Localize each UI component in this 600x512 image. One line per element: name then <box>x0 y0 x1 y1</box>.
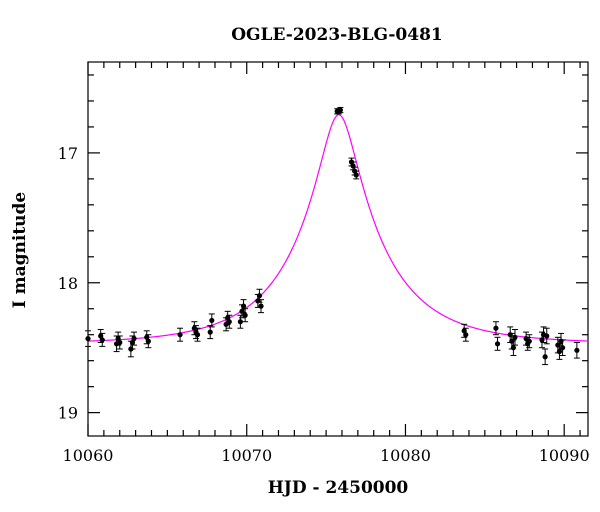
point-marker <box>463 332 469 338</box>
point-marker <box>237 319 243 325</box>
data-point <box>208 313 215 328</box>
point-marker <box>207 329 213 335</box>
point-marker <box>544 333 550 339</box>
data-point <box>99 332 106 347</box>
plot-area <box>85 61 589 437</box>
plot-frame <box>87 61 589 437</box>
data-point <box>462 327 469 342</box>
data-points-layer <box>85 106 580 366</box>
data-point <box>494 336 501 351</box>
point-marker <box>542 354 548 360</box>
point-marker <box>242 312 248 318</box>
data-point <box>353 170 360 180</box>
data-point <box>145 334 152 349</box>
y-tick-label: 18 <box>58 274 78 293</box>
model-curve-layer <box>87 114 589 342</box>
y-tick-label: 19 <box>58 404 78 423</box>
y-axis-label: I magnitude <box>10 192 30 309</box>
point-marker <box>556 348 563 355</box>
point-marker <box>512 334 518 340</box>
point-marker <box>493 325 499 331</box>
point-marker <box>177 332 183 338</box>
data-point <box>492 321 499 336</box>
point-marker <box>574 347 580 353</box>
point-marker <box>494 341 501 347</box>
point-marker <box>117 339 123 346</box>
point-marker <box>353 172 359 178</box>
data-point <box>573 342 580 359</box>
data-point <box>559 339 566 356</box>
point-marker <box>560 345 566 351</box>
data-point <box>194 327 201 342</box>
x-tick-label: 10060 <box>63 446 114 465</box>
model-curve <box>87 114 589 342</box>
point-marker <box>85 336 91 342</box>
point-marker <box>526 338 532 344</box>
point-marker <box>337 107 343 113</box>
point-marker <box>145 338 151 344</box>
point-marker <box>256 293 263 299</box>
data-point <box>207 325 214 340</box>
y-tick-label: 17 <box>58 144 78 163</box>
point-marker <box>131 336 137 342</box>
chart-title: OGLE-2023-BLG-0481 <box>231 25 443 45</box>
x-tick-label: 10090 <box>539 446 590 465</box>
point-marker <box>258 303 264 309</box>
data-point <box>131 331 138 346</box>
data-point <box>116 335 123 350</box>
data-point <box>237 314 244 329</box>
point-marker <box>510 345 516 351</box>
point-marker <box>209 317 215 324</box>
point-marker <box>240 303 247 309</box>
data-point <box>511 329 518 346</box>
data-point <box>242 308 249 323</box>
point-marker <box>194 332 201 338</box>
data-point <box>526 334 533 349</box>
x-tick-label: 10070 <box>221 446 272 465</box>
x-tick-label: 10080 <box>380 446 431 465</box>
x-axis-ticks: 10060 10070 10080 10090 <box>63 62 590 465</box>
data-point <box>226 314 233 329</box>
data-point <box>337 106 344 114</box>
data-point <box>543 327 550 345</box>
data-point <box>542 348 549 366</box>
x-axis-label: HJD - 2450000 <box>268 478 409 498</box>
data-point <box>85 330 91 347</box>
point-marker <box>226 319 232 325</box>
data-point <box>258 299 265 314</box>
point-marker <box>99 337 105 343</box>
y-axis-ticks: 17 18 19 <box>58 74 588 423</box>
data-point <box>177 327 184 342</box>
